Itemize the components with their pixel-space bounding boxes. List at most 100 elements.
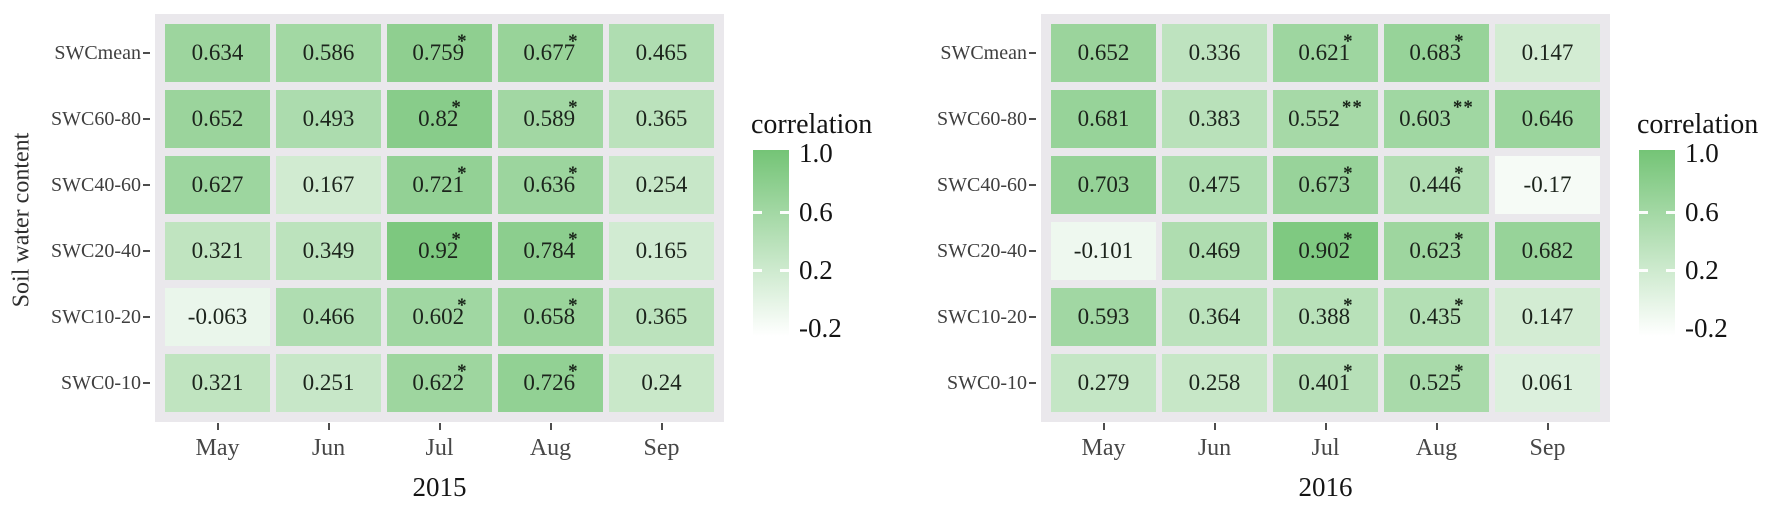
cell-value: 0.759 [412,40,465,65]
heatmap-cell: 0.902 * [1273,222,1378,280]
cell-value: -0.101 [1073,238,1134,263]
cell-value: 0.627 [191,172,244,197]
legend-tick-label: -0.2 [799,313,842,343]
heatmap-cell: 0.167 [276,156,381,214]
x-axis-tick [216,423,219,430]
heatmap-cell: 0.627 [165,156,270,214]
cell-value: 0.365 [635,106,688,131]
x-tick-label: Sep [643,435,680,461]
cell-value: 0.636 [523,172,576,197]
legend-bar-tick [1666,269,1675,272]
cell-value: 0.364 [1188,304,1241,329]
heatmap-cell: 0.147 [1495,24,1600,82]
y-axis-tick [1029,52,1036,54]
heatmap-cell: 0.682 [1495,222,1600,280]
significance-marker: * [1343,163,1353,184]
heatmap-cell: 0.258 [1162,354,1267,412]
heatmap-cell: 0.593 [1051,288,1156,346]
cell-value: 0.279 [1077,370,1130,395]
cell-value: 0.726 [523,370,576,395]
cell-value: 0.703 [1077,172,1130,197]
cell-value: 0.465 [635,40,688,65]
cell-value: 0.634 [191,40,244,65]
significance-marker: * [568,97,578,118]
cell-value: -0.17 [1523,172,1572,197]
heatmap-cell: 0.622 * [387,354,492,412]
heatmap-cell: 0.92 * [387,222,492,280]
cell-value: 0.82 [418,106,459,131]
legend-tick-label: 1.0 [1685,138,1719,168]
cell-value: 0.147 [1521,304,1574,329]
cell-value: 0.321 [191,370,244,395]
heatmap-cell: -0.101 [1051,222,1156,280]
heatmap-cell: 0.165 [609,222,714,280]
x-axis-tick [549,423,552,430]
legend-bar-tick [753,211,762,214]
cell-value: 0.721 [412,172,465,197]
cell-value: 0.469 [1188,238,1241,263]
x-axis-tick [1546,423,1549,430]
legend-title: correlation [751,109,873,140]
cell-value: 0.602 [412,304,465,329]
heatmap-panel-2015: 0.634 0.586 0.759 * 0.677 * 0.465 0.652 0.493 0.8… [155,14,724,422]
y-tick-label: SWC40-60 [937,174,1027,196]
x-axis-tick [1102,423,1105,430]
cell-value: 0.446 [1409,172,1462,197]
y-axis-tick [143,118,150,120]
heatmap-cell: 0.673 * [1273,156,1378,214]
heatmap-cell: 0.279 [1051,354,1156,412]
cell-value: 0.388 [1298,304,1351,329]
heatmap-cell: 0.383 [1162,90,1267,148]
x-axis-title-year: 2016 [1298,472,1353,502]
cell-value: 0.552 [1288,106,1340,131]
cell-value: 0.683 [1409,40,1462,65]
heatmap-cell: 0.586 [276,24,381,82]
significance-marker: * [568,31,578,52]
cell-value: 0.24 [641,370,682,395]
heatmap-cell: 0.759 * [387,24,492,82]
heatmap-cell: 0.621 * [1273,24,1378,82]
cell-value: 0.652 [191,106,244,131]
heatmap-cell: 0.336 [1162,24,1267,82]
significance-marker: * [451,229,461,250]
heatmap-cell: 0.634 [165,24,270,82]
legend-bar-tick [753,269,762,272]
heatmap-cell: 0.465 [609,24,714,82]
y-axis-tick [143,52,150,54]
y-axis-tick [1029,250,1036,252]
y-axis-tick [143,316,150,318]
cell-value: 0.646 [1521,106,1574,131]
legend-title: correlation [1637,109,1759,140]
heatmap-cell: 0.147 [1495,288,1600,346]
heatmap-cell: 0.24 [609,354,714,412]
y-axis-tick [143,250,150,252]
cell-value: 0.254 [635,172,688,197]
significance-marker: * [1454,163,1464,184]
y-axis-tick [143,382,150,384]
cell-value: 0.165 [635,238,688,263]
significance-marker: * [457,361,467,382]
heatmap-cell: 0.493 [276,90,381,148]
y-axis-tick [1029,316,1036,318]
y-tick-label: SWC20-40 [937,240,1027,262]
cell-value: 0.652 [1077,40,1130,65]
significance-marker: * [1454,361,1464,382]
heatmap-cell: 0.365 [609,90,714,148]
x-axis-tick [1213,423,1216,430]
x-tick-label: May [1081,435,1126,461]
legend-bar-tick [780,211,789,214]
heatmap-cell: 0.623 * [1384,222,1489,280]
cell-value: 0.593 [1077,304,1130,329]
x-tick-label: May [195,435,240,461]
significance-marker: * [1343,361,1353,382]
significance-marker: * [1454,295,1464,316]
cell-value: 0.383 [1188,106,1241,131]
legend-tick-label: 0.6 [1685,197,1719,227]
legend-tick-label: 1.0 [799,138,833,168]
cell-value: 0.902 [1298,238,1351,263]
x-tick-label: Jul [1311,435,1340,461]
x-axis-title-year: 2015 [412,472,467,502]
heatmap-cell: 0.552 ** [1273,90,1378,148]
legend-bar-tick [1639,269,1648,272]
y-axis-tick [1029,382,1036,384]
